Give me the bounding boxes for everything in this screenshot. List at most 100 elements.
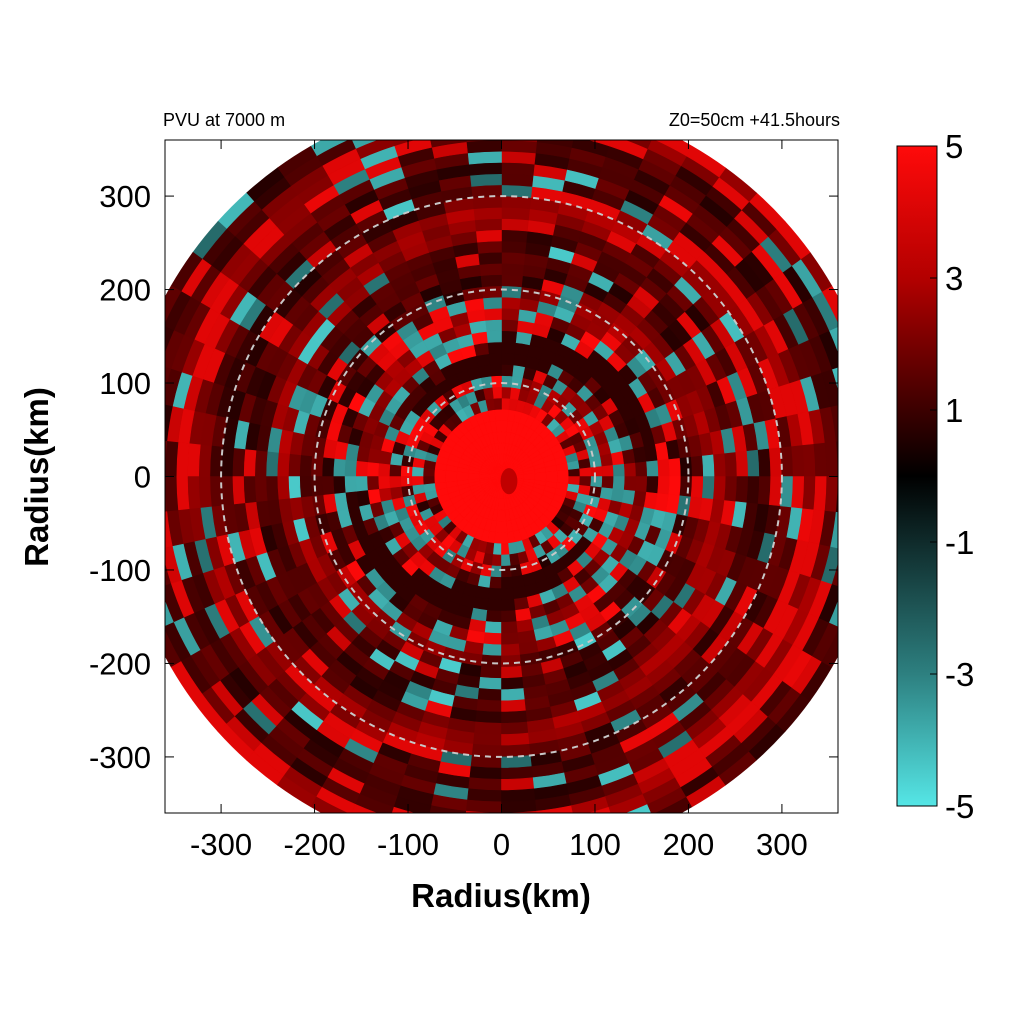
- pv-cell: [579, 476, 592, 487]
- pv-cell: [724, 451, 738, 477]
- pv-cell: [501, 162, 535, 176]
- pv-cell: [713, 452, 727, 477]
- pv-cell: [501, 576, 514, 589]
- pv-cell: [400, 476, 413, 488]
- pv-cell: [501, 386, 512, 399]
- colorbar-tick-label: 3: [945, 260, 963, 297]
- pv-cell: [469, 173, 502, 187]
- pv-cell: [400, 465, 413, 477]
- pv-cell: [858, 438, 871, 477]
- pv-cell: [288, 476, 302, 500]
- pv-cell: [165, 366, 172, 391]
- pv-cell: [165, 476, 179, 513]
- pv-cell: [578, 103, 619, 124]
- pv-cell: [473, 732, 502, 747]
- pv-cell: [501, 341, 516, 355]
- pv-cell: [477, 688, 502, 702]
- x-axis-title: Radius(km): [411, 877, 591, 914]
- pv-cell: [501, 364, 514, 377]
- pv-cell: [378, 450, 393, 466]
- pv-cell: [536, 805, 574, 813]
- pv-cell: [853, 400, 870, 439]
- y-tick-label: 200: [99, 273, 151, 308]
- y-tick-label: -100: [89, 553, 151, 588]
- pv-cell: [491, 554, 502, 567]
- y-axis-title: Radius(km): [18, 387, 55, 567]
- pv-cell: [474, 218, 502, 232]
- pv-cell: [545, 476, 558, 483]
- pv-cell: [366, 462, 380, 477]
- pv-cell: [864, 397, 881, 438]
- pv-cell: [495, 520, 502, 533]
- pv-cell: [842, 513, 859, 551]
- pv-cell: [501, 766, 534, 780]
- pv-cell: [477, 574, 492, 589]
- pv-cell: [411, 466, 424, 477]
- y-axis: 300 200 100 0 -100 -200 -300: [89, 179, 838, 775]
- pv-cell: [870, 477, 883, 517]
- pv-cell: [346, 114, 387, 139]
- pv-cell: [757, 448, 772, 477]
- pv-cell: [657, 476, 671, 495]
- pv-cell: [831, 562, 838, 587]
- pv-cell: [780, 445, 794, 477]
- pv-cell: [568, 476, 581, 486]
- pv-cell: [502, 95, 542, 108]
- pv-cell: [321, 476, 335, 496]
- pv-cell: [310, 456, 324, 477]
- reference-circle: [220, 195, 783, 758]
- pv-cell: [635, 460, 648, 477]
- pv-cell: [830, 511, 838, 549]
- pv-cell: [480, 563, 493, 578]
- pv-cell: [478, 263, 502, 277]
- pv-cell: [351, 140, 378, 149]
- pv-cell: [485, 330, 502, 343]
- pv-cell: [463, 106, 502, 119]
- pv-cell: [299, 476, 313, 498]
- pv-cell: [847, 439, 860, 477]
- pv-cell: [668, 476, 682, 496]
- pv-cell: [481, 654, 502, 668]
- x-tick-label: 100: [569, 827, 621, 862]
- colorbar-tick-label: 5: [945, 128, 963, 165]
- pv-cell: [490, 375, 502, 388]
- pv-cell: [477, 251, 502, 265]
- pv-cell: [587, 806, 612, 813]
- x-tick-label: -300: [190, 827, 252, 862]
- pv-cell: [387, 114, 427, 135]
- pv-cell: [425, 108, 464, 125]
- plot-area: [122, 95, 883, 840]
- pv-cell: [501, 420, 508, 433]
- pv-cell: [854, 359, 875, 400]
- pv-cell: [668, 457, 682, 477]
- pv-cell: [299, 455, 313, 477]
- pv-cell: [265, 476, 279, 502]
- pv-cell: [481, 285, 502, 299]
- pv-cell: [332, 458, 346, 477]
- pv-cell: [829, 326, 838, 353]
- pv-cell: [646, 459, 659, 477]
- pv-cell: [276, 452, 290, 477]
- pv-cell: [501, 565, 513, 578]
- pv-cell: [657, 458, 671, 477]
- pv-cell: [310, 476, 324, 497]
- pv-cell: [485, 610, 502, 623]
- pv-cell: [122, 515, 139, 556]
- pv-cell: [501, 643, 521, 657]
- pv-cell: [623, 462, 637, 477]
- pv-cell: [501, 688, 526, 702]
- pv-cell: [679, 476, 693, 497]
- pv-cell: [843, 362, 864, 402]
- pv-cell: [488, 352, 502, 366]
- pv-cell: [757, 476, 772, 505]
- pv-cell: [501, 240, 527, 254]
- pv-cell: [489, 576, 502, 589]
- pv-cell: [511, 364, 526, 379]
- pv-cell: [501, 654, 522, 668]
- pv-cell: [616, 815, 657, 840]
- pv-cell: [690, 455, 704, 477]
- pv-cell: [534, 476, 547, 482]
- pv-cell: [501, 554, 512, 567]
- y-tick-label: 0: [134, 460, 151, 495]
- pv-cell: [465, 799, 502, 813]
